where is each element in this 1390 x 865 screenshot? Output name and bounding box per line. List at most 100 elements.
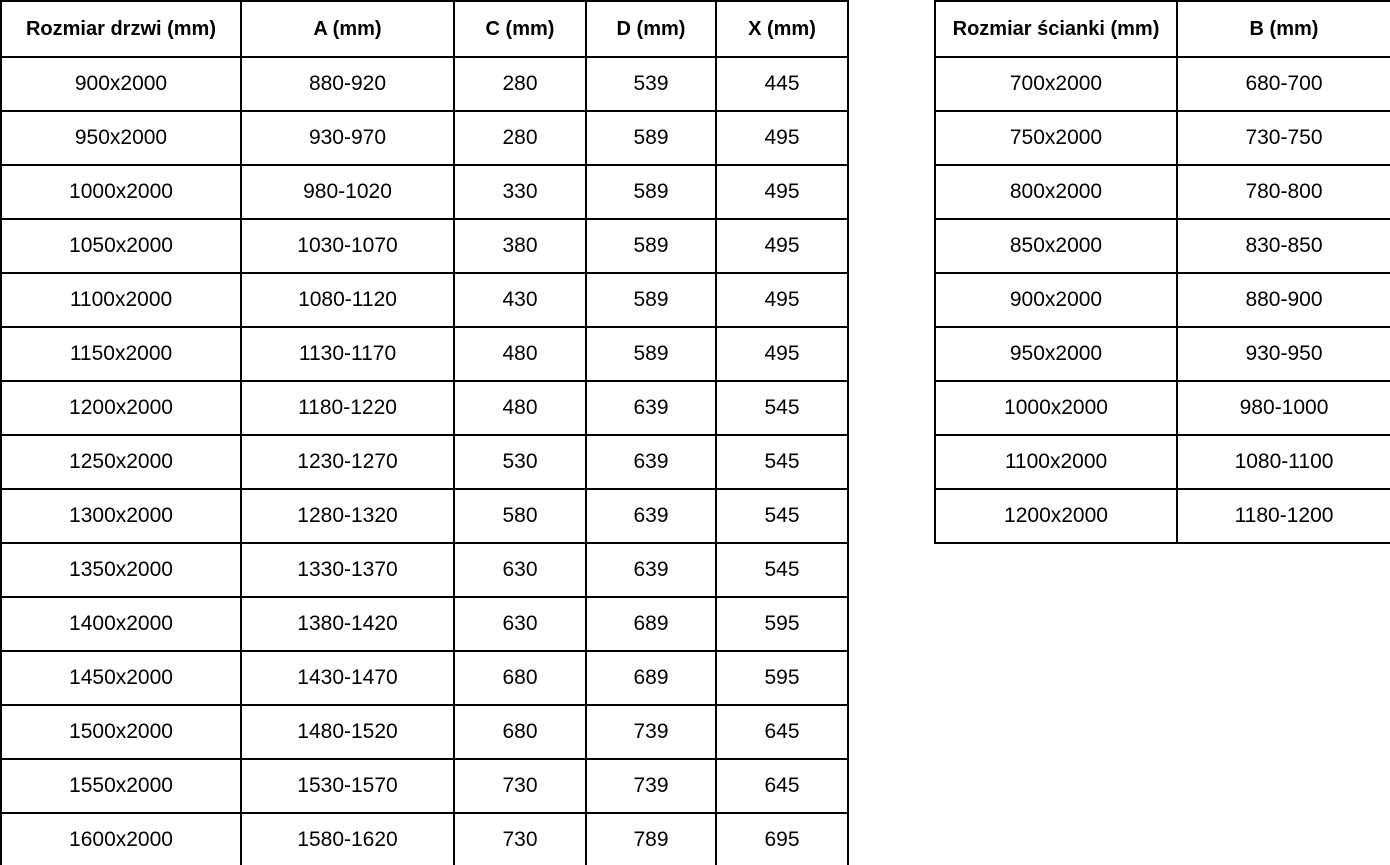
- column-header: B (mm): [1176, 0, 1390, 58]
- table-cell: 495: [715, 326, 849, 382]
- table-cell: 1180-1200: [1176, 488, 1390, 544]
- table-row: 900x2000 880-920 280 539 445: [0, 56, 849, 112]
- table-cell: 730-750: [1176, 110, 1390, 166]
- table-cell: 1250x2000: [0, 434, 242, 490]
- column-header: C (mm): [453, 0, 587, 58]
- table-row: 700x2000 680-700: [934, 56, 1390, 112]
- table-cell: 850x2000: [934, 218, 1178, 274]
- table-cell: 1080-1120: [240, 272, 455, 328]
- table-cell: 1580-1620: [240, 812, 455, 865]
- table-cell: 1200x2000: [0, 380, 242, 436]
- table-row: 1450x2000 1430-1470 680 689 595: [0, 650, 849, 706]
- table-cell: 630: [453, 596, 587, 652]
- table-cell: 595: [715, 650, 849, 706]
- table-cell: 330: [453, 164, 587, 220]
- table-row: 1250x2000 1230-1270 530 639 545: [0, 434, 849, 490]
- table-row: 1400x2000 1380-1420 630 689 595: [0, 596, 849, 652]
- table-row: 1000x2000 980-1020 330 589 495: [0, 164, 849, 220]
- table-cell: 1430-1470: [240, 650, 455, 706]
- column-header: A (mm): [240, 0, 455, 58]
- table-cell: 280: [453, 110, 587, 166]
- table-cell: 680: [453, 704, 587, 760]
- table-cell: 1600x2000: [0, 812, 242, 865]
- table-row: 950x2000 930-970 280 589 495: [0, 110, 849, 166]
- table-cell: 495: [715, 272, 849, 328]
- table-cell: 1400x2000: [0, 596, 242, 652]
- table-cell: 1200x2000: [934, 488, 1178, 544]
- table-cell: 1000x2000: [934, 380, 1178, 436]
- table-cell: 1350x2000: [0, 542, 242, 598]
- table-cell: 1280-1320: [240, 488, 455, 544]
- table-cell: 739: [585, 704, 717, 760]
- table-cell: 930-970: [240, 110, 455, 166]
- table-cell: 680-700: [1176, 56, 1390, 112]
- table-cell: 1100x2000: [0, 272, 242, 328]
- table-cell: 530: [453, 434, 587, 490]
- table-cell: 639: [585, 542, 717, 598]
- table-cell: 480: [453, 326, 587, 382]
- table-cell: 545: [715, 488, 849, 544]
- table-cell: 880-900: [1176, 272, 1390, 328]
- table-cell: 639: [585, 488, 717, 544]
- table-row: 1600x2000 1580-1620 730 789 695: [0, 812, 849, 865]
- table-cell: 695: [715, 812, 849, 865]
- table-cell: 480: [453, 380, 587, 436]
- table-cell: 630: [453, 542, 587, 598]
- table-cell: 1030-1070: [240, 218, 455, 274]
- table-cell: 1550x2000: [0, 758, 242, 814]
- table-cell: 780-800: [1176, 164, 1390, 220]
- table-cell: 445: [715, 56, 849, 112]
- table-cell: 980-1000: [1176, 380, 1390, 436]
- door-table-header-row: Rozmiar drzwi (mm) A (mm) C (mm) D (mm) X (m…: [0, 0, 849, 58]
- table-row: 750x2000 730-750: [934, 110, 1390, 166]
- table-row: 800x2000 780-800: [934, 164, 1390, 220]
- table-cell: 495: [715, 110, 849, 166]
- table-cell: 1500x2000: [0, 704, 242, 760]
- table-cell: 495: [715, 218, 849, 274]
- table-cell: 800x2000: [934, 164, 1178, 220]
- door-size-table: Rozmiar drzwi (mm) A (mm) C (mm) D (mm) X (m…: [0, 0, 849, 865]
- column-header: D (mm): [585, 0, 717, 58]
- table-cell: 1130-1170: [240, 326, 455, 382]
- wall-panel-size-table: Rozmiar ścianki (mm) B (mm) 700x2000 680-7…: [934, 0, 1390, 544]
- table-cell: 689: [585, 596, 717, 652]
- table-cell: 950x2000: [0, 110, 242, 166]
- table-cell: 1380-1420: [240, 596, 455, 652]
- column-header: Rozmiar drzwi (mm): [0, 0, 242, 58]
- table-cell: 1050x2000: [0, 218, 242, 274]
- table-cell: 930-950: [1176, 326, 1390, 382]
- table-cell: 730: [453, 758, 587, 814]
- table-cell: 1000x2000: [0, 164, 242, 220]
- table-cell: 430: [453, 272, 587, 328]
- table-cell: 1080-1100: [1176, 434, 1390, 490]
- column-header: X (mm): [715, 0, 849, 58]
- table-row: 1000x2000 980-1000: [934, 380, 1390, 436]
- table-cell: 1480-1520: [240, 704, 455, 760]
- table-cell: 645: [715, 704, 849, 760]
- table-cell: 1530-1570: [240, 758, 455, 814]
- table-cell: 789: [585, 812, 717, 865]
- table-cell: 589: [585, 110, 717, 166]
- table-cell: 900x2000: [0, 56, 242, 112]
- table-row: 1200x2000 1180-1220 480 639 545: [0, 380, 849, 436]
- table-cell: 1100x2000: [934, 434, 1178, 490]
- table-cell: 900x2000: [934, 272, 1178, 328]
- table-cell: 280: [453, 56, 587, 112]
- table-cell: 589: [585, 326, 717, 382]
- table-cell: 645: [715, 758, 849, 814]
- table-cell: 1150x2000: [0, 326, 242, 382]
- table-cell: 950x2000: [934, 326, 1178, 382]
- table-row: 1500x2000 1480-1520 680 739 645: [0, 704, 849, 760]
- column-header: Rozmiar ścianki (mm): [934, 0, 1178, 58]
- table-cell: 880-920: [240, 56, 455, 112]
- table-row: 1100x2000 1080-1100: [934, 434, 1390, 490]
- table-cell: 589: [585, 218, 717, 274]
- table-row: 900x2000 880-900: [934, 272, 1390, 328]
- table-row: 1100x2000 1080-1120 430 589 495: [0, 272, 849, 328]
- table-row: 1300x2000 1280-1320 580 639 545: [0, 488, 849, 544]
- table-cell: 680: [453, 650, 587, 706]
- table-cell: 639: [585, 434, 717, 490]
- table-cell: 539: [585, 56, 717, 112]
- table-cell: 545: [715, 542, 849, 598]
